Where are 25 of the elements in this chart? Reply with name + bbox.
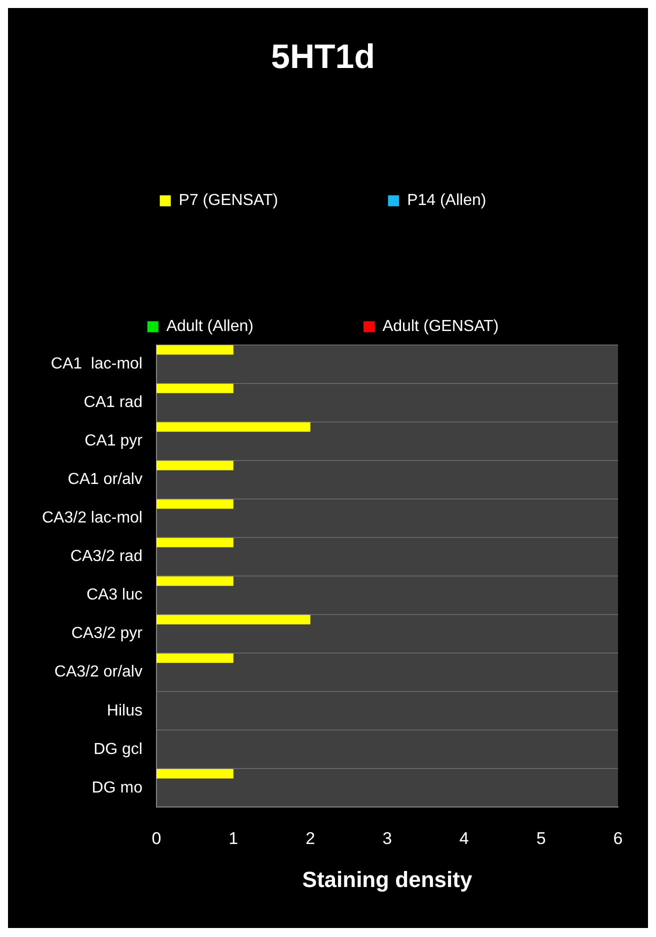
y-tick-label: CA1 or/alv — [68, 471, 142, 488]
x-tick-label: 2 — [306, 829, 316, 848]
y-tick-label: CA3/2 rad — [70, 548, 142, 566]
legend-label: Adult (GENSAT) — [382, 318, 499, 336]
legend-label: P14 (Allen) — [407, 192, 486, 210]
x-tick-label: 4 — [459, 829, 469, 848]
x-tick-label: 0 — [152, 829, 162, 848]
legend-label: Adult (Allen) — [166, 318, 254, 336]
x-tick-label: 6 — [613, 829, 623, 848]
y-tick-label: CA1 lac-mol — [50, 355, 142, 372]
y-tick-label: CA3/2 pyr — [71, 625, 144, 642]
x-tick-label: 3 — [382, 829, 392, 848]
x-axis-title: Staining density — [302, 866, 473, 892]
legend-label: P7 (GENSAT) — [178, 192, 278, 210]
chart-title: 5HT1d — [271, 38, 375, 76]
x-tick-label: 5 — [536, 829, 546, 848]
y-tick-label: CA3/2 lac-mol — [42, 510, 142, 527]
y-tick-label: CA3/2 or/alv — [54, 664, 142, 681]
y-tick-label: DG gcl — [94, 740, 142, 758]
x-tick-label: 1 — [228, 829, 238, 848]
y-tick-label: CA3 luc — [86, 586, 142, 604]
y-tick-label: DG mo — [92, 779, 143, 796]
y-tick-label: Hilus — [106, 702, 142, 720]
y-tick-label: CA1 rad — [84, 394, 142, 412]
y-tick-label: CA1 pyr — [84, 432, 144, 450]
